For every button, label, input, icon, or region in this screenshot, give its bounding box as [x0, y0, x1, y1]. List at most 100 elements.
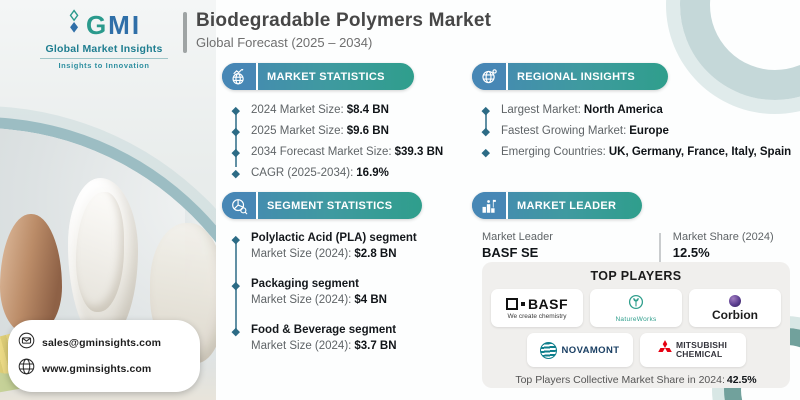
gmi-logo: GMI Global Market Insights Insights to I… — [16, 8, 192, 70]
envelope-icon — [18, 332, 35, 354]
title-accent-bar — [183, 12, 187, 53]
footer-label: Top Players Collective Market Share in 2… — [515, 374, 725, 386]
share-block: Market Share (2024) 12.5% — [673, 231, 792, 260]
region-value: Europe — [629, 125, 669, 137]
globe-grid-icon — [472, 63, 508, 90]
top-players-panel: TOP PLAYERS BASF We create chemistry Nat… — [482, 262, 790, 388]
basf-tagline: We create chemistry — [507, 313, 567, 320]
podium-icon — [472, 192, 508, 219]
section-heading: SEGMENT STATISTICS — [267, 199, 393, 212]
top-players-heading: TOP PLAYERS — [590, 269, 682, 283]
segment-statistics-list: Polylactic Acid (PLA) segment Market Siz… — [232, 232, 464, 353]
section-segment-statistics: SEGMENT STATISTICS Polylactic Acid (PLA)… — [222, 192, 464, 370]
contact-website-row[interactable]: www.gminsights.com — [18, 358, 190, 380]
list-item: Fastest Growing Market: Europe — [482, 124, 794, 138]
leader-value: BASF SE — [482, 245, 539, 260]
player-name-line2: CHEMICAL — [675, 349, 723, 359]
region-value: UK, Germany, France, Italy, Spain — [608, 146, 792, 158]
region-label: Emerging Countries: — [501, 146, 606, 158]
gmi-diamonds-icon — [67, 8, 82, 41]
novamont-globe-icon — [539, 341, 557, 359]
list-item: 2025 Market Size: $9.6 BN — [232, 124, 464, 138]
section-regional-insights: REGIONAL INSIGHTS Largest Market: North A… — [472, 63, 792, 166]
photo-printed-polymer-sculpture — [68, 178, 138, 343]
player-name-line1: MITSUBISHI — [675, 340, 728, 350]
page-subtitle: Global Forecast (2025 – 2034) — [196, 35, 373, 50]
basf-logo-mark — [505, 298, 518, 310]
contact-email[interactable]: sales@gminsights.com — [42, 337, 162, 349]
list-item: Food & Beverage segment Market Size (202… — [232, 324, 464, 353]
basf-logo-dot — [520, 302, 525, 306]
middle-column: MARKET STATISTICS 2024 Market Size: $8.4 … — [222, 63, 464, 400]
regional-insights-header: REGIONAL INSIGHTS — [472, 63, 668, 90]
list-item: 2024 Market Size: $8.4 BN — [232, 103, 464, 117]
logo-company-name: Global Market Insights — [45, 43, 163, 55]
header-title-block: Biodegradable Polymers Market Global For… — [183, 10, 491, 53]
right-column: REGIONAL INSIGHTS Largest Market: North A… — [472, 63, 792, 400]
player-card-novamont: NOVAMONT — [526, 333, 633, 367]
list-item: Packaging segment Market Size (2024): $4 … — [232, 278, 464, 307]
globe-chart-icon — [222, 63, 258, 90]
share-value: 12.5% — [672, 245, 710, 260]
market-statistics-header: MARKET STATISTICS — [222, 63, 414, 90]
stat-value: 16.9% — [356, 167, 389, 179]
player-card-corbion: Corbion — [689, 289, 781, 327]
region-value: North America — [583, 104, 663, 116]
share-label: Market Share (2024) — [672, 231, 774, 243]
logo-tagline: Insights to Innovation — [58, 61, 150, 70]
regional-insights-list: Largest Market: North America Fastest Gro… — [482, 103, 794, 159]
globe-icon — [18, 358, 35, 380]
market-leader-header: MARKET LEADER — [472, 192, 642, 219]
market-leader-row: Market Leader BASF SE Market Share (2024… — [482, 231, 792, 265]
player-name: NOVAMONT — [561, 344, 620, 356]
segment-label: Market Size (2024): — [251, 248, 352, 260]
stat-value: $39.3 BN — [394, 146, 444, 158]
section-heading: MARKET LEADER — [517, 199, 617, 212]
logo-text: GMI — [85, 9, 142, 40]
player-name: NatureWorks — [615, 315, 657, 323]
stat-value: $9.6 BN — [346, 125, 389, 137]
player-card-natureworks: NatureWorks — [590, 289, 682, 327]
leader-block: Market Leader BASF SE — [482, 231, 659, 260]
segment-label: Market Size (2024): — [251, 340, 352, 352]
contact-website[interactable]: www.gminsights.com — [42, 363, 152, 375]
logo-divider — [40, 58, 168, 59]
player-name: Corbion — [712, 307, 758, 322]
top-players-footer: Top Players Collective Market Share in 2… — [482, 374, 790, 386]
mitsubishi-diamonds-icon — [658, 339, 672, 361]
segment-value: $4 BN — [354, 294, 387, 306]
footer-value: 42.5% — [726, 374, 757, 386]
section-market-leader: MARKET LEADER Market Leader BASF SE Mark… — [472, 192, 792, 265]
stat-label: 2034 Forecast Market Size: — [251, 146, 392, 158]
list-item: Largest Market: North America — [482, 103, 794, 117]
list-item: 2034 Forecast Market Size: $39.3 BN — [232, 145, 464, 159]
stat-label: CAGR (2025-2034): — [251, 167, 354, 179]
vertical-divider — [658, 233, 661, 265]
segment-title: Food & Beverage segment — [251, 324, 397, 336]
player-card-mitsubishi: MITSUBISHI CHEMICAL — [639, 333, 746, 367]
photo-wooden-vase — [0, 214, 62, 334]
segment-label: Market Size (2024): — [251, 294, 352, 306]
segment-statistics-header: SEGMENT STATISTICS — [222, 192, 422, 219]
stat-label: 2024 Market Size: — [251, 104, 344, 116]
list-item: Emerging Countries: UK, Germany, France, … — [482, 145, 794, 159]
natureworks-leaf-icon — [628, 294, 644, 315]
stat-value: $8.4 BN — [346, 104, 389, 116]
leader-label: Market Leader — [482, 231, 553, 243]
market-statistics-list: 2024 Market Size: $8.4 BN 2025 Market Siz… — [232, 103, 464, 180]
section-heading: MARKET STATISTICS — [267, 70, 385, 83]
segment-value: $3.7 BN — [354, 340, 397, 352]
left-photo-column: sales@gminsights.com www.gminsights.com — [0, 0, 216, 400]
list-item: Polylactic Acid (PLA) segment Market Siz… — [232, 232, 464, 261]
top-players-row-1: BASF We create chemistry NatureWorks Cor… — [482, 289, 790, 327]
player-card-basf: BASF We create chemistry — [491, 289, 583, 327]
segment-value: $2.8 BN — [354, 248, 397, 260]
page-title: Biodegradable Polymers Market — [196, 10, 492, 31]
stat-label: 2025 Market Size: — [251, 125, 344, 137]
section-heading: REGIONAL INSIGHTS — [517, 70, 635, 83]
contact-email-row[interactable]: sales@gminsights.com — [18, 332, 190, 354]
corbion-sphere-icon — [729, 294, 741, 307]
region-label: Largest Market: — [501, 104, 581, 116]
list-item: CAGR (2025-2034): 16.9% — [232, 166, 464, 180]
